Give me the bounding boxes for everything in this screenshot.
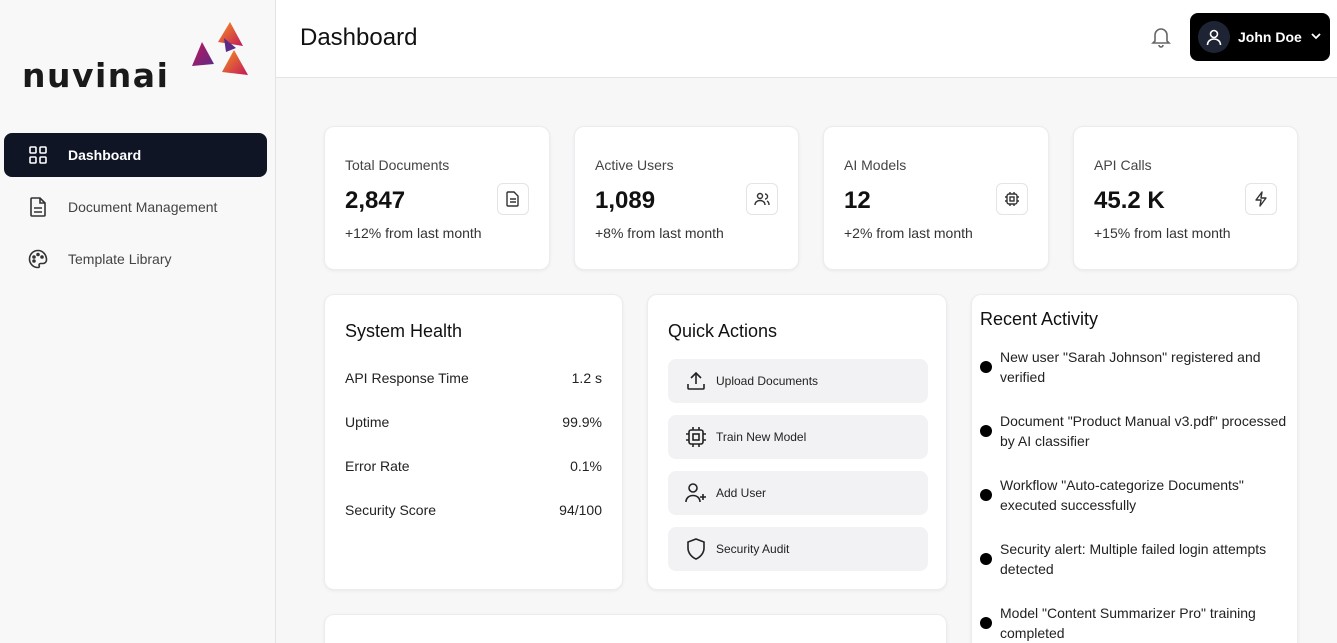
user-menu-button[interactable]: John Doe xyxy=(1190,13,1330,61)
health-value: 0.1% xyxy=(570,458,602,474)
stat-label: AI Models xyxy=(844,157,907,173)
stat-value: 2,847 xyxy=(345,187,406,214)
activity-text: Security alert: Multiple failed login at… xyxy=(1000,541,1267,577)
sidebar-item-dashboard[interactable]: Dashboard xyxy=(4,133,267,177)
upload-icon xyxy=(684,369,708,393)
health-row: Uptime 99.9% xyxy=(345,414,602,430)
user-icon xyxy=(1198,21,1230,53)
logo[interactable]: nuvinai xyxy=(22,20,254,95)
health-value: 94/100 xyxy=(559,502,602,518)
health-value: 1.2 s xyxy=(571,370,602,386)
cpu-icon xyxy=(996,183,1028,215)
sidebar-item-document-management[interactable]: Document Management xyxy=(4,185,267,229)
bullet-icon xyxy=(980,425,992,437)
stat-value: 1,089 xyxy=(595,187,656,214)
activity-text: Workflow "Auto-categorize Documents" exe… xyxy=(1000,477,1244,513)
train-new-model-button[interactable]: Train New Model xyxy=(668,415,928,459)
action-label: Security Audit xyxy=(716,542,790,556)
sidebar-item-label: Dashboard xyxy=(68,147,142,163)
bell-icon[interactable] xyxy=(1148,24,1174,50)
page-title: Dashboard xyxy=(300,24,418,51)
activity-item: Workflow "Auto-categorize Documents" exe… xyxy=(980,475,1287,515)
stat-label: Active Users xyxy=(595,157,674,173)
lightning-icon xyxy=(1245,183,1277,215)
sidebar-item-template-library[interactable]: Template Library xyxy=(4,237,267,281)
recent-activity-card: Recent Activity New user "Sarah Johnson"… xyxy=(971,294,1298,643)
quick-actions-card: Quick Actions Upload Documents Train New… xyxy=(647,294,947,590)
bullet-icon xyxy=(980,489,992,501)
activity-text: Model "Content Summarizer Pro" training … xyxy=(1000,605,1256,641)
users-icon xyxy=(746,183,778,215)
health-label: Uptime xyxy=(345,414,390,430)
stat-card-ai-models: AI Models 12 +2% from last month xyxy=(823,126,1049,270)
stat-value: 45.2 K xyxy=(1094,187,1165,214)
shield-icon xyxy=(684,537,708,561)
health-label: API Response Time xyxy=(345,370,469,386)
sidebar: nuvinai Dashboard xyxy=(0,0,276,643)
document-icon xyxy=(497,183,529,215)
stat-label: API Calls xyxy=(1094,157,1152,173)
activity-text: New user "Sarah Johnson" registered and … xyxy=(1000,349,1261,385)
cpu-icon xyxy=(684,425,708,449)
action-label: Add User xyxy=(716,486,767,500)
health-row: Security Score 94/100 xyxy=(345,502,602,518)
bullet-icon xyxy=(980,617,992,629)
health-row: API Response Time 1.2 s xyxy=(345,370,602,386)
system-health-card: System Health API Response Time 1.2 s Up… xyxy=(324,294,623,590)
activity-item: Security alert: Multiple failed login at… xyxy=(980,539,1287,579)
activity-item: New user "Sarah Johnson" registered and … xyxy=(980,347,1287,387)
chevron-down-icon xyxy=(1310,29,1322,45)
action-label: Train New Model xyxy=(716,430,807,444)
upload-documents-button[interactable]: Upload Documents xyxy=(668,359,928,403)
card-title: System Health xyxy=(345,321,463,341)
stat-change: +15% from last month xyxy=(1094,225,1231,241)
grid-icon xyxy=(28,145,48,165)
health-value: 99.9% xyxy=(562,414,602,430)
add-user-button[interactable]: Add User xyxy=(668,471,928,515)
card-title: Quick Actions xyxy=(668,321,778,341)
stat-card-api-calls: API Calls 45.2 K +15% from last month xyxy=(1073,126,1298,270)
top-header: Dashboard John Doe xyxy=(276,0,1337,78)
sidebar-item-label: Template Library xyxy=(68,251,172,267)
sidebar-item-label: Document Management xyxy=(68,199,218,215)
stat-value: 12 xyxy=(844,187,871,214)
bottom-card xyxy=(324,614,947,643)
stat-card-active-users: Active Users 1,089 +8% from last month xyxy=(574,126,799,270)
activity-item: Document "Product Manual v3.pdf" process… xyxy=(980,411,1287,451)
user-name: John Doe xyxy=(1238,29,1302,45)
card-title: Recent Activity xyxy=(980,309,1099,329)
logo-mark-icon xyxy=(192,22,248,75)
activity-item: Model "Content Summarizer Pro" training … xyxy=(980,603,1287,643)
health-row: Error Rate 0.1% xyxy=(345,458,602,474)
logo-text: nuvinai xyxy=(22,56,170,95)
activity-text: Document "Product Manual v3.pdf" process… xyxy=(1000,413,1287,449)
health-label: Security Score xyxy=(345,502,437,518)
palette-icon xyxy=(28,249,48,269)
security-audit-button[interactable]: Security Audit xyxy=(668,527,928,571)
action-label: Upload Documents xyxy=(716,374,819,388)
stat-change: +2% from last month xyxy=(844,225,973,241)
stat-card-total-documents: Total Documents 2,847 +12% from last mon… xyxy=(324,126,550,270)
bullet-icon xyxy=(980,361,992,373)
file-icon xyxy=(28,197,48,217)
user-plus-icon xyxy=(684,481,708,505)
health-label: Error Rate xyxy=(345,458,410,474)
stat-change: +12% from last month xyxy=(345,225,482,241)
stat-change: +8% from last month xyxy=(595,225,724,241)
bullet-icon xyxy=(980,553,992,565)
stat-label: Total Documents xyxy=(345,157,450,173)
